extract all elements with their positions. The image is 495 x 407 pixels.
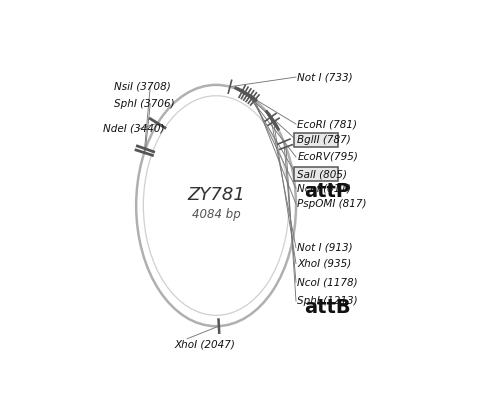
Text: PspOMI (817): PspOMI (817) <box>297 199 367 209</box>
Text: Not I (733): Not I (733) <box>297 72 353 82</box>
Text: attP: attP <box>304 182 350 201</box>
FancyBboxPatch shape <box>295 133 338 147</box>
Text: SphI (1213): SphI (1213) <box>297 296 358 306</box>
Text: NcoI (1178): NcoI (1178) <box>297 277 358 287</box>
Text: SphI (3706): SphI (3706) <box>114 98 175 109</box>
Text: Not I (913): Not I (913) <box>297 243 353 253</box>
Text: EcoRV(795): EcoRV(795) <box>297 152 358 162</box>
Text: NdeI (3440): NdeI (3440) <box>103 124 165 134</box>
Text: EcoRI (781): EcoRI (781) <box>297 119 357 129</box>
FancyBboxPatch shape <box>295 167 338 181</box>
Text: XhoI (2047): XhoI (2047) <box>175 340 236 350</box>
Text: BglII (787): BglII (787) <box>297 135 351 145</box>
Text: XhoI (935): XhoI (935) <box>297 258 351 269</box>
Text: SalI (805): SalI (805) <box>297 169 347 179</box>
Text: ZY781: ZY781 <box>187 186 245 204</box>
Text: 4084 bp: 4084 bp <box>192 208 241 221</box>
Text: attB: attB <box>304 298 350 317</box>
Text: NsiI (3708): NsiI (3708) <box>114 81 171 92</box>
Text: NcoI (811): NcoI (811) <box>297 183 351 193</box>
